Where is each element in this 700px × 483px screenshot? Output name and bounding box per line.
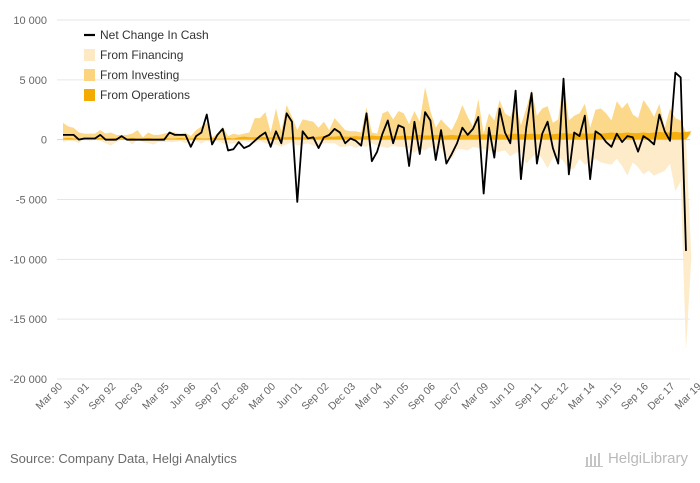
x-tick-label: Dec 98 <box>219 381 251 413</box>
legend-label: From Investing <box>100 68 179 82</box>
legend-label: Net Change In Cash <box>100 28 209 42</box>
x-tick-label: Dec 17 <box>645 381 677 413</box>
x-tick-label: Sep 92 <box>86 381 118 413</box>
x-tick-label: Sep 11 <box>513 381 545 413</box>
legend-area-swatch <box>84 69 95 81</box>
series-line-net-change-in-cash <box>63 71 687 251</box>
y-tick-label: 0 <box>41 135 47 147</box>
legend-area-swatch <box>84 89 95 101</box>
y-tick-label: -20 000 <box>10 374 47 386</box>
legend-label: From Financing <box>100 48 183 62</box>
y-tick-label: 10 000 <box>13 15 47 27</box>
x-tick-label: Dec 07 <box>432 381 464 413</box>
library-icon <box>584 452 603 467</box>
x-tick-label: Jun 10 <box>487 381 518 412</box>
y-tick-label: -5 000 <box>16 195 47 207</box>
x-tick-label: Sep 97 <box>193 381 225 413</box>
x-tick-label: Sep 06 <box>406 381 438 413</box>
x-tick-label: Sep 16 <box>619 381 651 413</box>
y-axis-labels: 10 000 5 000 0 -5 000 -10 000 -15 000 -20 000 <box>10 15 47 386</box>
plot-areas <box>63 79 692 351</box>
legend: Net Change In Cash From Financing From Inv… <box>84 28 209 102</box>
x-tick-label: Mar 00 <box>247 381 279 413</box>
y-tick-label: 5 000 <box>19 75 47 87</box>
logo-text: HelgiLibrary <box>607 450 688 467</box>
plot-lines <box>63 71 687 251</box>
x-tick-label: Dec 12 <box>539 381 571 413</box>
x-tick-label: Mar 04 <box>353 381 385 413</box>
x-tick-label: Mar 09 <box>460 381 492 413</box>
x-tick-label: Jun 15 <box>593 381 624 412</box>
x-tick-label: Jun 05 <box>380 381 411 412</box>
x-tick-label: Jun 96 <box>167 381 198 412</box>
y-tick-label: -15 000 <box>10 314 47 326</box>
footer: Source: Company Data, Helgi Analytics He… <box>0 440 700 483</box>
x-tick-label: Jun 91 <box>61 381 92 412</box>
helgi-logo[interactable]: HelgiLibrary <box>584 450 688 467</box>
x-tick-label: Sep 02 <box>299 381 331 413</box>
legend-area-swatch <box>84 49 95 61</box>
y-tick-label: -10 000 <box>10 254 47 266</box>
x-tick-label: Mar 14 <box>566 381 598 413</box>
series-area-from-financing <box>63 137 692 351</box>
x-tick-label: Dec 93 <box>113 381 145 413</box>
x-tick-label: Mar 19 <box>672 381 700 413</box>
source-note: Source: Company Data, Helgi Analytics <box>10 451 237 466</box>
x-tick-label: Dec 03 <box>326 381 358 413</box>
x-tick-label: Mar 95 <box>140 381 172 413</box>
legend-label: From Operations <box>100 88 190 102</box>
x-tick-label: Jun 01 <box>274 381 305 412</box>
